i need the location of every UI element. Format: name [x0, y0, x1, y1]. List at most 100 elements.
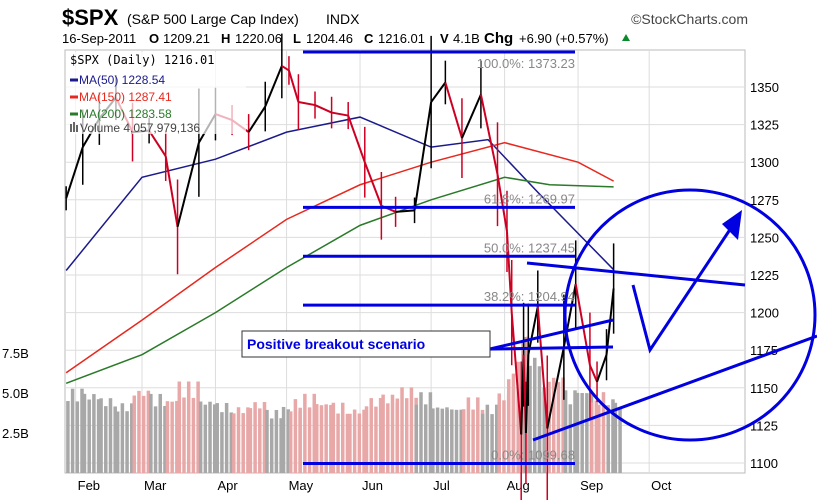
volume-bar — [362, 409, 366, 473]
volume-bar — [345, 413, 350, 473]
volume-bar — [307, 407, 312, 473]
volume-bar — [459, 409, 463, 473]
moving-averages — [65, 116, 615, 384]
volume-bar — [196, 381, 200, 473]
price-segment — [596, 354, 608, 383]
volume-bar — [611, 399, 615, 473]
volume-bar — [236, 407, 241, 473]
volume-bar — [108, 398, 113, 473]
fibonacci-label: 38.2%: 1204.94 — [484, 289, 575, 304]
volume-bar — [556, 382, 561, 473]
volume-bar — [215, 403, 219, 473]
volume-bar — [369, 398, 373, 473]
volume-bar — [585, 393, 589, 473]
projected-path-arrow — [631, 224, 735, 354]
volume-bar — [563, 390, 568, 473]
price-segment — [314, 104, 333, 114]
callout-line — [489, 318, 614, 351]
volume-bar — [431, 408, 435, 473]
price-segment — [510, 312, 523, 435]
volume-bar — [476, 397, 480, 473]
price-segment — [287, 70, 300, 103]
volume-bar — [177, 381, 182, 473]
price-bars — [65, 33, 615, 500]
volume-bar — [182, 397, 186, 473]
price-segment — [347, 115, 366, 163]
volume-bar — [528, 365, 532, 473]
volume-bar — [212, 404, 217, 473]
volume-bar — [613, 402, 618, 473]
price-segment — [247, 106, 267, 133]
volume-bar — [265, 409, 269, 473]
x-tick-label: Jul — [433, 478, 450, 493]
volume-bar — [80, 388, 84, 473]
volume-bar — [485, 404, 490, 473]
volume-bar — [137, 390, 141, 473]
volume-bar — [175, 400, 179, 473]
x-tick-label: Oct — [651, 478, 672, 493]
volume-bar — [445, 410, 449, 473]
volume-bar — [551, 377, 556, 473]
volume-bar — [149, 393, 153, 473]
price-segment — [527, 306, 539, 355]
volume-bar — [547, 381, 551, 473]
volume-bar — [104, 406, 108, 473]
legend-ma50: MA(50) 1228.54 — [79, 73, 165, 87]
volume-bar — [87, 399, 91, 473]
volume-bar — [495, 404, 499, 473]
volume-bar — [208, 401, 212, 473]
volume-bar — [132, 395, 137, 473]
arrow-head-icon — [722, 210, 742, 240]
y-tick-label: 1100 — [750, 456, 778, 471]
y-tick-label: 1250 — [750, 230, 779, 245]
volume-bar — [471, 409, 475, 473]
volume-tick-label: 5.0B — [2, 386, 29, 401]
volume-bar — [409, 387, 414, 473]
volume-bar — [232, 413, 236, 473]
volume-bar — [435, 407, 440, 473]
volume-bar — [352, 409, 357, 473]
highlight-circle — [563, 188, 817, 442]
volume-axis: 2.5B 5.0B 7.5B — [2, 346, 29, 441]
volume-bar — [506, 379, 511, 473]
volume-bar — [594, 400, 599, 473]
legend-volume: Volume 4,057,979,136 — [80, 121, 200, 135]
legend-price: $SPX (Daily) 1216.01 — [70, 53, 215, 67]
volume-bar — [274, 409, 279, 473]
volume-bar — [374, 406, 378, 473]
close-label: C — [364, 31, 374, 46]
volume-bar — [293, 399, 298, 473]
x-tick-label: May — [289, 478, 314, 493]
price-segment — [546, 346, 565, 429]
annotation-box — [241, 330, 491, 358]
ma-line-ma50 — [65, 116, 615, 271]
volume-bar — [298, 407, 302, 473]
volume-bar — [288, 411, 293, 473]
volume-bar — [198, 401, 203, 473]
volume-bar — [303, 393, 307, 473]
quote-date: 16-Sep-2011 — [62, 31, 136, 46]
y-tick-label: 1200 — [750, 306, 779, 321]
upper-trendline — [526, 261, 746, 287]
volume-bar — [220, 412, 224, 473]
volume-bar — [125, 411, 129, 473]
volume-bar — [404, 398, 409, 473]
open-value: 1209.21 — [163, 31, 210, 46]
volume-bar — [419, 392, 423, 473]
legend: $SPX (Daily) 1216.01 MA(50) 1228.54 MA(1… — [66, 52, 246, 135]
price-segment — [413, 101, 433, 211]
price-segment — [505, 231, 513, 313]
volume-bar — [542, 387, 546, 473]
x-tick-label: Sep — [580, 478, 603, 493]
volume-bar — [203, 404, 208, 473]
price-segment — [574, 283, 591, 366]
price-segment — [479, 94, 499, 175]
volume-bar — [281, 406, 286, 473]
x-tick-label: Feb — [78, 478, 100, 493]
volume-bar — [575, 392, 580, 473]
volume-bar — [428, 392, 433, 473]
volume-bar — [224, 402, 229, 473]
high-label: H — [221, 31, 230, 46]
chart-name: (S&P 500 Large Cap Index) — [127, 11, 299, 27]
volume-bar — [312, 393, 317, 473]
